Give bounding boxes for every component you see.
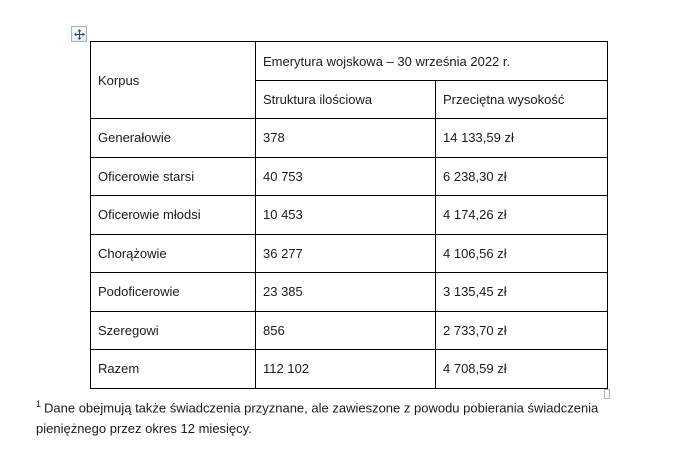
header-structure-label: Struktura ilościowa [263, 92, 373, 107]
table-row: Chorążowie 36 277 4 106,56 zł [90, 233, 608, 273]
header-average-label: Przeciętna wysokość [443, 92, 565, 107]
table-row: Oficerowie młodsi 10 453 4 174,26 zł [90, 195, 608, 235]
row-amount: 3 135,45 zł [443, 284, 507, 300]
row-count: 112 102 [263, 361, 310, 377]
cell-korpus[interactable]: Podoficerowie [90, 272, 256, 312]
row-count: 10 453 [263, 207, 303, 223]
row-amount: 14 133,59 zł [443, 130, 514, 146]
pension-table: Korpus Emerytura wojskowa – 30 września … [90, 41, 608, 389]
header-cell-structure[interactable]: Struktura ilościowa [255, 80, 436, 119]
cell-amount[interactable]: 4 106,56 zł [435, 233, 608, 273]
row-count: 23 385 [263, 284, 303, 300]
footnote-line-2: pieniężnego przez okres 12 miesięcy. [36, 418, 656, 439]
footnote-text: pieniężnego przez okres 12 miesięcy. [36, 421, 252, 437]
cell-korpus[interactable]: Generałowie [90, 118, 256, 158]
cell-korpus[interactable]: Oficerowie starsi [90, 156, 256, 196]
row-count: 856 [263, 322, 285, 338]
header-title-label: Emerytura wojskowa – 30 września 2022 r. [263, 53, 511, 69]
row-count: 36 277 [263, 245, 303, 261]
header-cell-korpus[interactable]: Korpus [90, 41, 256, 119]
row-label: Oficerowie młodsi [98, 207, 201, 223]
row-label: Szeregowi [98, 322, 159, 338]
cell-amount[interactable]: 6 238,30 zł [435, 156, 608, 196]
table-row: Oficerowie starsi 40 753 6 238,30 zł [90, 156, 608, 196]
row-amount: 4 174,26 zł [443, 207, 507, 223]
cell-korpus[interactable]: Razem [90, 349, 256, 389]
cell-count[interactable]: 856 [255, 310, 436, 350]
cell-count[interactable]: 112 102 [255, 349, 436, 389]
table-row: Szeregowi 856 2 733,70 zł [90, 310, 608, 350]
row-label: Podoficerowie [98, 284, 180, 300]
row-label: Generałowie [98, 130, 171, 146]
footnote-line-1: 1 Dane obejmują także świadczenia przyzna… [36, 394, 656, 418]
move-icon [73, 28, 85, 40]
cell-amount[interactable]: 2 733,70 zł [435, 310, 608, 350]
row-amount: 2 733,70 zł [443, 322, 507, 338]
cell-count[interactable]: 36 277 [255, 233, 436, 273]
table-move-handle[interactable] [71, 26, 87, 42]
cell-count[interactable]: 378 [255, 118, 436, 158]
cell-count[interactable]: 23 385 [255, 272, 436, 312]
cell-amount[interactable]: 4 174,26 zł [435, 195, 608, 235]
row-amount: 6 238,30 zł [443, 168, 507, 184]
footnote[interactable]: 1 Dane obejmują także świadczenia przyzna… [36, 394, 656, 439]
row-amount: 4 106,56 zł [443, 245, 507, 261]
cell-count[interactable]: 40 753 [255, 156, 436, 196]
bookmark-marker-icon [604, 389, 610, 399]
cell-amount[interactable]: 14 133,59 zł [435, 118, 608, 158]
row-label: Oficerowie starsi [98, 168, 195, 184]
row-amount: 4 708,59 zł [443, 361, 507, 377]
cell-korpus[interactable]: Szeregowi [90, 310, 256, 350]
row-label: Chorążowie [98, 245, 167, 261]
table-row: Podoficerowie 23 385 3 135,45 zł [90, 272, 608, 312]
footnote-text: Dane obejmują także świadczenia przyznan… [44, 400, 599, 416]
table-row: Generałowie 378 14 133,59 zł [90, 118, 608, 158]
footnote-marker: 1 [36, 399, 42, 409]
header-cell-average[interactable]: Przeciętna wysokość [435, 80, 608, 119]
cell-korpus[interactable]: Chorążowie [90, 233, 256, 273]
header-cell-title[interactable]: Emerytura wojskowa – 30 września 2022 r. [255, 41, 608, 81]
row-label: Razem [98, 361, 140, 377]
row-count: 40 753 [263, 168, 303, 184]
cell-count[interactable]: 10 453 [255, 195, 436, 235]
row-count: 378 [263, 130, 285, 146]
cell-korpus[interactable]: Oficerowie młodsi [90, 195, 256, 235]
cell-amount[interactable]: 4 708,59 zł [435, 349, 608, 389]
table-row: Razem 112 102 4 708,59 zł [90, 349, 608, 389]
header-korpus-label: Korpus [98, 72, 140, 88]
cell-amount[interactable]: 3 135,45 zł [435, 272, 608, 312]
